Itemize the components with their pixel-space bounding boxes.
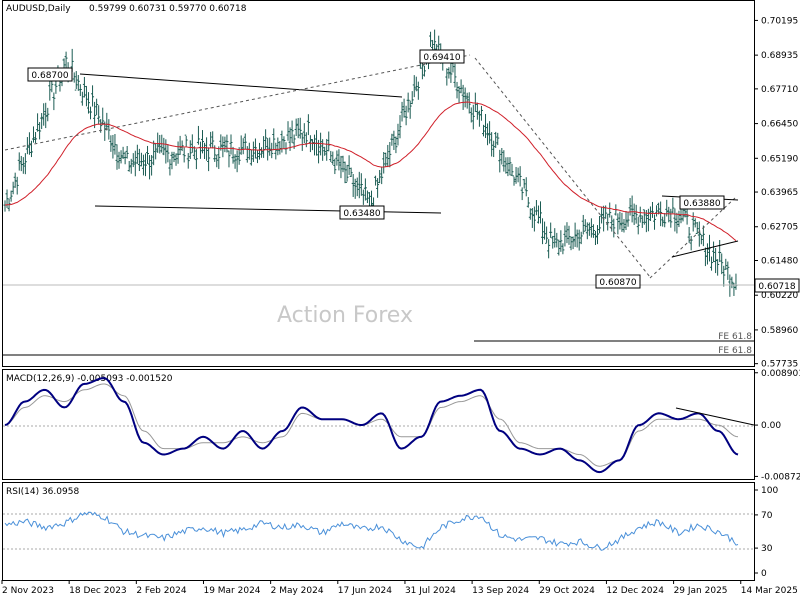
- watermark: Action Forex: [277, 303, 413, 328]
- ohlc-header: 0.59799 0.60731 0.59770 0.60718: [89, 4, 247, 14]
- date-tick-label: 19 Mar 2024: [203, 586, 260, 596]
- ema-path: [4, 101, 737, 242]
- rsi-tick-label: 0: [761, 569, 767, 579]
- macd-tick-label: 0.00: [761, 421, 781, 431]
- svg-text:0.60718: 0.60718: [758, 282, 795, 292]
- price-tick-label: 0.61480: [761, 256, 798, 266]
- date-tick-label: 29 Jan 2025: [674, 586, 728, 596]
- price-tick-label: 0.68935: [761, 51, 798, 61]
- triangle-lower: [671, 240, 739, 258]
- label-0-63880: 0.63880: [679, 195, 725, 210]
- svg-text:0.68700: 0.68700: [31, 71, 68, 81]
- date-tick-label: 2 Nov 2023: [2, 586, 54, 596]
- last-price-tag: 0.60718: [754, 278, 800, 293]
- date-tick-label: 18 Dec 2023: [69, 586, 127, 596]
- macd-panel: [2, 369, 755, 480]
- rsi-tick-label: 30: [761, 544, 773, 554]
- label-0-63480: 0.63480: [339, 205, 385, 220]
- price-panel: [2, 0, 755, 367]
- trendline-dotted-fall: [474, 57, 651, 278]
- svg-text:0.69410: 0.69410: [423, 53, 460, 63]
- rsi-tick-label: 100: [761, 486, 778, 496]
- macd-tick-label: -0.008729: [761, 472, 800, 482]
- macd-line: [4, 377, 739, 474]
- fe-label-2: FE 61.8: [718, 346, 752, 356]
- svg-text:0.60870: 0.60870: [599, 278, 636, 288]
- date-tick-label: 2 Feb 2024: [136, 586, 187, 596]
- price-tick-label: 0.63965: [761, 188, 798, 198]
- rsi-y-axis: 100 70 30 0: [754, 486, 778, 579]
- price-tick-label: 0.60220: [761, 291, 798, 301]
- date-tick-label: 12 Dec 2024: [606, 586, 664, 596]
- date-tick-label: 17 Jun 2024: [338, 586, 392, 596]
- svg-text:0.63480: 0.63480: [343, 209, 380, 219]
- price-tick-label: 0.58960: [761, 326, 798, 336]
- trendline-dotted-rise: [4, 54, 471, 151]
- price-y-axis: 0.70195 0.68935 0.67710 0.66450 0.65190 0.639…: [754, 16, 798, 370]
- date-tick-label: 2 May 2024: [271, 586, 324, 596]
- rsi-panel: [2, 482, 755, 581]
- date-tick-label: 29 Oct 2024: [539, 586, 595, 596]
- price-tick-label: 0.66450: [761, 120, 798, 130]
- date-tick-label: 14 Mar 2025: [741, 586, 798, 596]
- price-title: AUDUSD,Daily: [6, 4, 71, 14]
- price-tick-label: 0.57735: [761, 360, 798, 370]
- moving-average-line: [4, 101, 737, 242]
- macd-y-axis: 0.008901 0.00 -0.008729: [754, 369, 800, 482]
- label-0-68700: 0.68700: [27, 67, 73, 82]
- date-tick-label: 31 Jul 2024: [405, 586, 456, 596]
- rsi-line: [4, 511, 739, 551]
- label-0-69410: 0.69410: [419, 49, 465, 64]
- macd-tick-label: 0.008901: [761, 369, 800, 379]
- macd-title: MACD(12,26,9) -0.005093 -0.001520: [6, 374, 173, 384]
- date-tick-label: 13 Sep 2024: [472, 586, 529, 596]
- macd-trendline: [675, 407, 755, 426]
- rsi-title: RSI(14) 36.0958: [6, 487, 79, 497]
- rsi-tick-label: 70: [761, 511, 773, 521]
- date-x-axis: 2 Nov 2023 18 Dec 2023 2 Feb 2024 19 Mar 20…: [1, 580, 798, 596]
- price-tick-label: 0.67710: [761, 85, 798, 95]
- price-tick-label: 0.70195: [761, 16, 798, 26]
- fe-label-1: FE 61.8: [718, 332, 752, 342]
- trendline-dotted-rebound: [649, 197, 736, 279]
- svg-text:0.63880: 0.63880: [683, 199, 720, 209]
- price-tick-label: 0.65190: [761, 154, 798, 164]
- price-tick-label: 0.62705: [761, 223, 798, 233]
- label-0-60870: 0.60870: [595, 274, 641, 289]
- trendline-top-left: [79, 73, 403, 98]
